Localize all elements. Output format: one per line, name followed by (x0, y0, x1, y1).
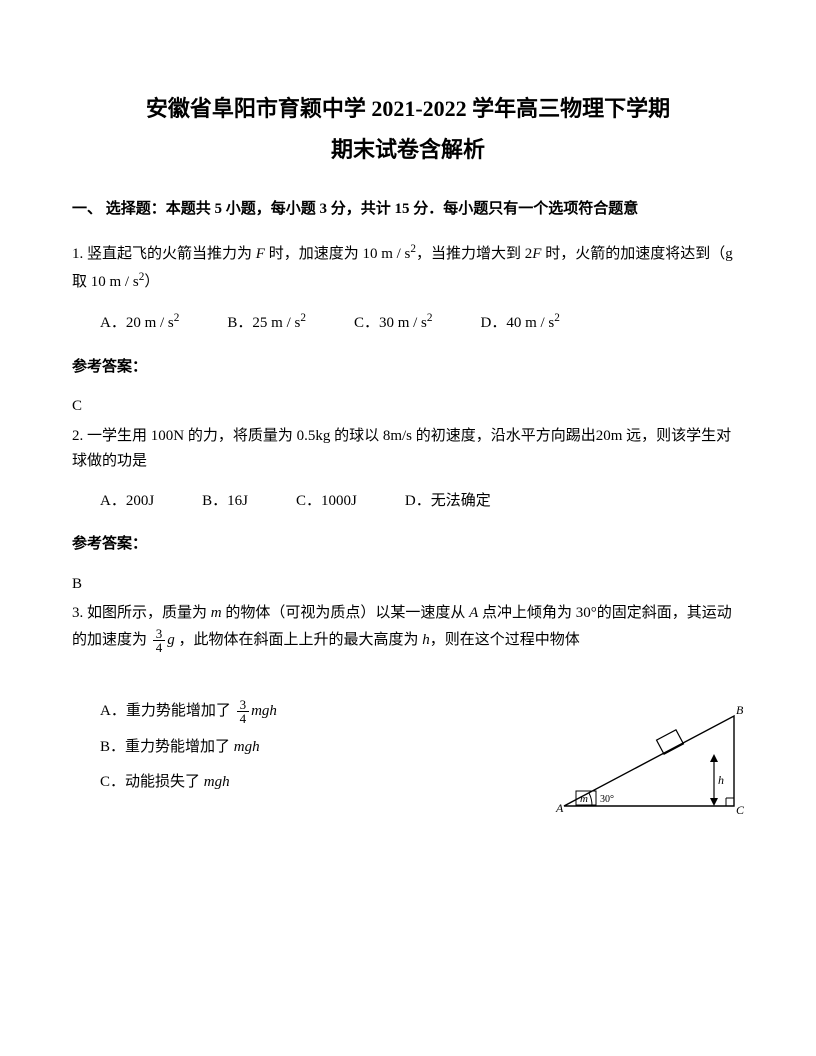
q2-answer-label: 参考答案： (72, 532, 744, 558)
q3-g: g (167, 632, 175, 648)
q1-text-b: 时，加速度为 10 m / s (265, 246, 410, 262)
q3-optA-a: A．重力势能增加了 (100, 703, 235, 719)
q3-optC-text: C．动能损失了 (100, 774, 204, 790)
q3-optB-mgh: mgh (234, 739, 260, 755)
q2-option-a: A．200J (100, 489, 154, 515)
q1-answer-label: 参考答案： (72, 355, 744, 381)
m-label: m (580, 793, 588, 805)
q3-text-a: 3. 如图所示，质量为 (72, 605, 211, 621)
document-title: 安徽省阜阳市育颖中学 2021-2022 学年高三物理下学期 (72, 90, 744, 127)
q3-optB-text: B．重力势能增加了 (100, 739, 234, 755)
q2-options: A．200J B．16J C．1000J D．无法确定 (72, 489, 744, 515)
question-3: 3. 如图所示，质量为 m 的物体（可视为质点）以某一速度从 A 点冲上倾角为 … (72, 601, 744, 796)
q1-optC-text: C．30 m / s (354, 315, 427, 331)
triangle-shape (564, 716, 734, 806)
q3-optA-frac: 34 (237, 698, 250, 725)
q1-optC-sup: 2 (427, 312, 433, 324)
question-2: 2. 一学生用 100N 的力，将质量为 0.5kg 的球以 8m/s 的初速度… (72, 424, 744, 515)
q2-option-b: B．16J (202, 489, 248, 515)
question-1-text: 1. 竖直起飞的火箭当推力为 F 时，加速度为 10 m / s2，当推力增大到… (72, 240, 744, 295)
q3-h: h (422, 632, 430, 648)
q3-text-b: 的物体（可视为质点）以某一速度从 (222, 605, 470, 621)
q1-option-a: A．20 m / s2 (100, 309, 179, 337)
q1-optD-sup: 2 (554, 312, 560, 324)
q1-optA-text: A．20 m / s (100, 315, 174, 331)
q1-answer-value: C (72, 394, 744, 420)
h-arrow-up (710, 754, 718, 762)
q3-options-wrapper: m 30° h A B C A．重力势能增加了 34mgh B．重力势能增加了 … (72, 668, 744, 796)
q1-optA-sup: 2 (174, 312, 180, 324)
C-label: C (736, 803, 744, 816)
q3-m: m (211, 605, 222, 621)
B-label: B (736, 703, 744, 717)
q2-answer-value: B (72, 572, 744, 598)
q1-optD-text: D．40 m / s (481, 315, 555, 331)
angle-arc (589, 793, 592, 806)
q1-text-e: ） (144, 274, 159, 290)
question-1: 1. 竖直起飞的火箭当推力为 F 时，加速度为 10 m / s 2 ，当推力增大到… (72, 240, 744, 337)
q1-option-b: B．25 m / s2 (227, 309, 306, 337)
q1-text-a: 1. 竖直起飞的火箭当推力为 (72, 246, 256, 262)
q3-A: A (469, 605, 478, 621)
angle-label: 30° (600, 794, 614, 805)
A-label: A (555, 801, 564, 815)
q3-optA-num: 3 (237, 698, 250, 712)
q1-text-c: ，当推力增大到 2 (416, 246, 532, 262)
question-2-text: 2. 一学生用 100N 的力，将质量为 0.5kg 的球以 8m/s 的初速度… (72, 424, 744, 475)
q2-option-c: C．1000J (296, 489, 357, 515)
q1-option-d: D．40 m / s2 (481, 309, 560, 337)
q1-F: F (256, 246, 265, 262)
q2-option-d: D．无法确定 (405, 489, 491, 515)
block-shape (657, 730, 684, 754)
q3-frac-num: 3 (153, 627, 166, 641)
document-subtitle: 期末试卷含解析 (72, 131, 744, 168)
section-header: 一、 选择题：本题共 5 小题，每小题 3 分，共计 15 分．每小题只有一个选… (72, 197, 744, 223)
q3-optA-mgh: mgh (251, 703, 277, 719)
incline-diagram: m 30° h A B C (554, 696, 744, 816)
q1-options: A．20 m / s2 B．25 m / s2 C．30 m / s2 D．40… (72, 309, 744, 337)
q3-optC-mgh: mgh (204, 774, 230, 790)
q3-text-e: ，则在这个过程中物体 (430, 632, 580, 648)
q1-optB-text: B．25 m / s (227, 315, 300, 331)
question-3-text: 3. 如图所示，质量为 m 的物体（可视为质点）以某一速度从 A 点冲上倾角为 … (72, 601, 744, 654)
q3-frac-den: 4 (153, 641, 166, 654)
h-arrow-down (710, 798, 718, 806)
q3-optA-den: 4 (237, 712, 250, 725)
h-label: h (718, 773, 724, 787)
q3-frac: 34 (153, 627, 166, 654)
q1-option-c: C．30 m / s2 (354, 309, 433, 337)
q3-text-d: ，此物体在斜面上上升的最大高度为 (175, 632, 423, 648)
q1-optB-sup: 2 (300, 312, 306, 324)
